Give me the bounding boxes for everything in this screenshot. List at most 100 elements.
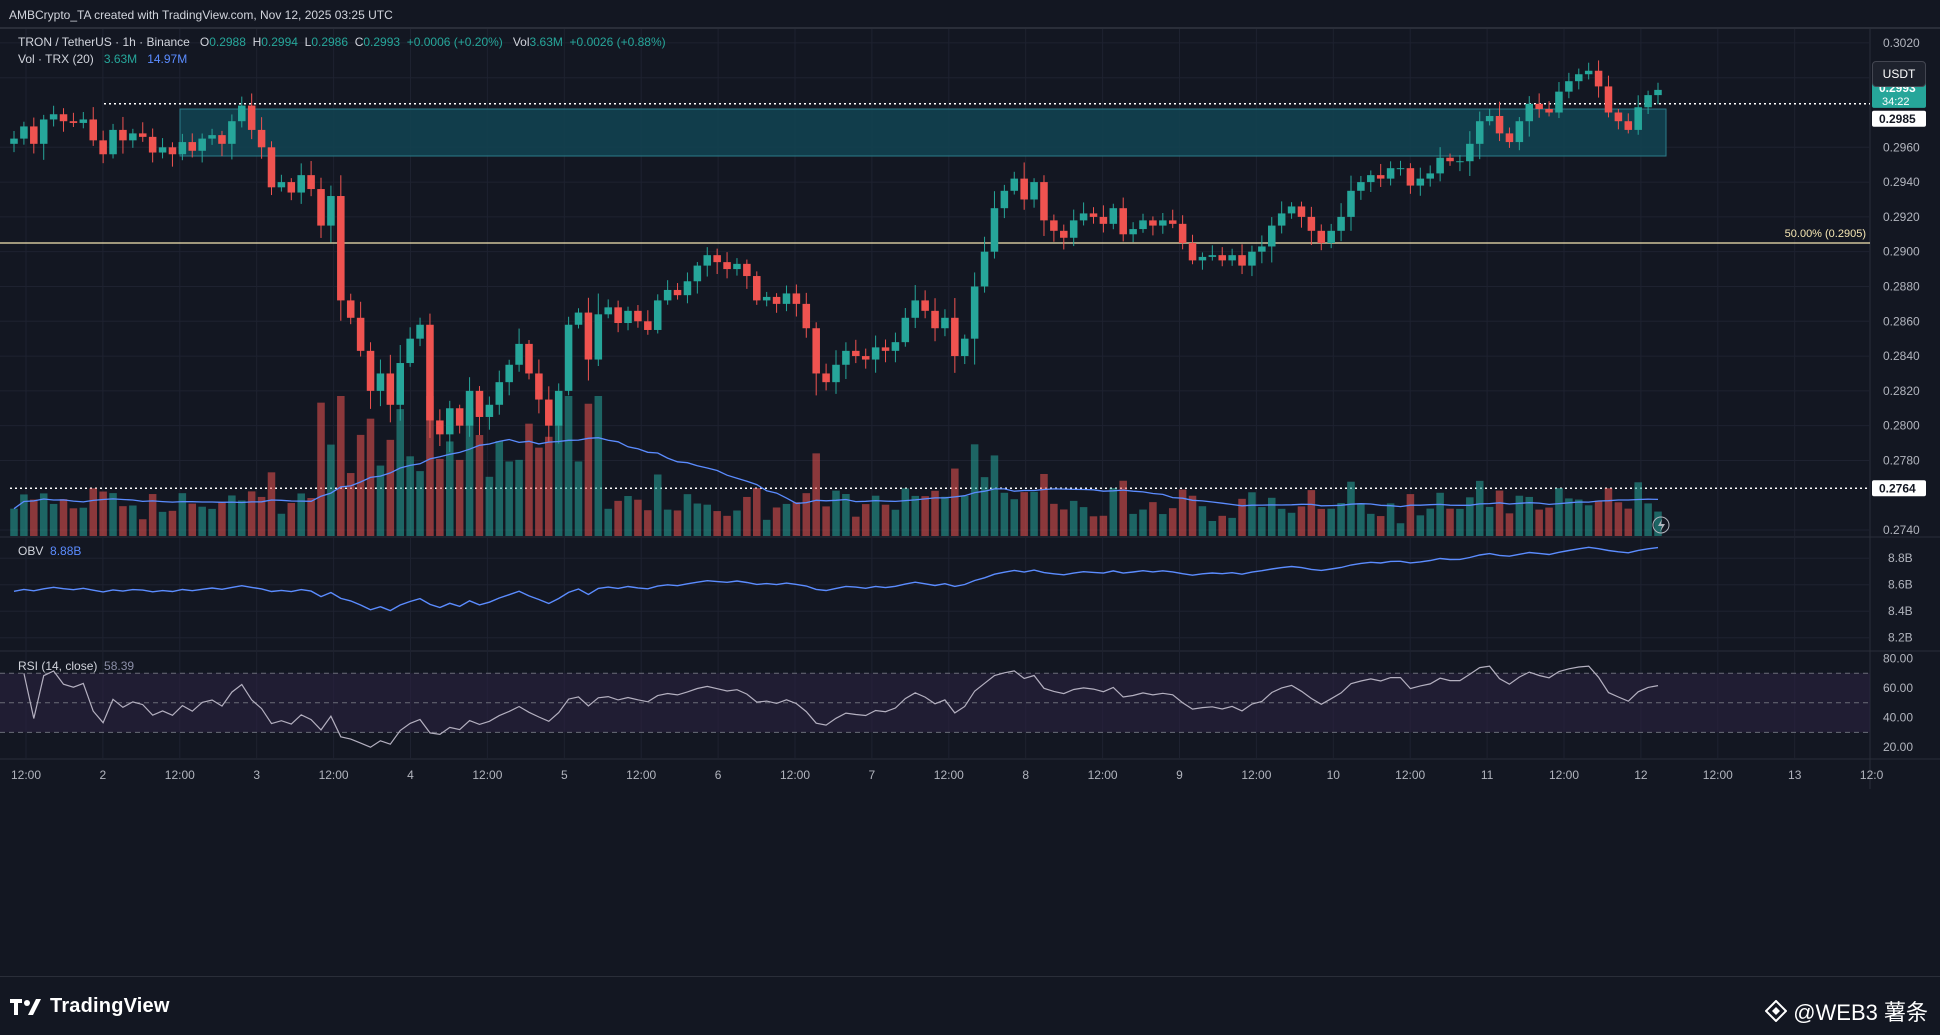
rsi-tick-label: 20.00 [1883, 740, 1913, 754]
volume-bar [10, 508, 18, 536]
candle-down [881, 347, 890, 351]
price-tick-label: 0.2960 [1883, 140, 1920, 154]
volume-bar [1188, 495, 1197, 536]
volume-bar [1367, 513, 1375, 536]
volume-bar [545, 436, 553, 536]
candle-down [89, 119, 97, 141]
candle-up [515, 343, 523, 365]
volume-bar [1050, 503, 1058, 536]
candle-down [753, 276, 761, 301]
candle-up [980, 251, 989, 287]
candle-down [1614, 112, 1623, 122]
volume-bar [673, 510, 682, 536]
chart-svg[interactable]: 12:00 2 12:00 3 12:00 4 12:00 5 12:00 6 12:00 7 12:0… [0, 29, 1940, 977]
vol-ma-value: 14.97M [147, 52, 188, 66]
price-tick-label: 0.2860 [1883, 314, 1920, 328]
candle-up [782, 293, 791, 304]
volume-bar [426, 396, 434, 536]
volume-bar [1515, 495, 1524, 536]
time-tick-label: 3 [253, 768, 260, 782]
candle-up [564, 324, 573, 391]
time-tick-label: 12:00 [165, 768, 195, 782]
candle-up [901, 317, 910, 343]
volume-bar [1466, 497, 1474, 536]
volume-bar [683, 494, 692, 536]
volume-bar [1109, 488, 1118, 536]
low-value: 0.2986 [311, 35, 349, 49]
candle-up [960, 338, 969, 357]
candle-up [505, 364, 513, 383]
time-tick-label: 12:00 [780, 768, 810, 782]
volume-bar [1248, 492, 1256, 536]
volume-bar [158, 511, 167, 536]
unit-badge[interactable]: USDT [1872, 61, 1926, 87]
volume-bar [109, 493, 117, 536]
volume-bar [396, 409, 405, 536]
volume-bar [614, 500, 622, 536]
rsi-tick-label: 80.00 [1883, 651, 1913, 665]
high-label: H [252, 35, 262, 49]
candle-down [119, 129, 127, 141]
candle-up [10, 138, 18, 144]
candle-down [535, 373, 543, 400]
volume-bar [1030, 491, 1038, 536]
volume-bar [69, 508, 78, 536]
volume-bar [881, 504, 890, 536]
candle-down [723, 262, 731, 270]
volume-bar [238, 500, 246, 536]
volume-bar [703, 504, 712, 536]
countdown-label: 34:22 [1882, 96, 1910, 108]
volume-bar [980, 477, 989, 536]
volume-bar [188, 503, 197, 536]
volume-bar [1149, 502, 1157, 536]
candle-up [485, 404, 494, 417]
candle-down [584, 312, 593, 360]
volume-bar [1575, 499, 1583, 536]
candle-down [1535, 103, 1543, 110]
time-tick-label: 12 [1634, 768, 1648, 782]
candle-down [852, 350, 860, 357]
candle-up [1475, 121, 1484, 144]
lightning-icon-bolt [1658, 519, 1665, 532]
obv-tick-label: 8.6B [1888, 578, 1913, 592]
candle-down [802, 303, 811, 329]
obv-label: OBV [18, 544, 44, 558]
volume-bar [198, 506, 206, 536]
volume-bar [267, 472, 276, 536]
volume-bar [436, 458, 444, 536]
chart-area[interactable]: 12:00 2 12:00 3 12:00 4 12:00 5 12:00 6 12:00 7 12:0… [0, 28, 1940, 976]
volume-bar [465, 408, 474, 536]
volume-bar [317, 402, 325, 536]
price-legend: TRON / TetherUS · 1h · Binance O0.2988 H… [18, 35, 666, 49]
volume-bar [822, 506, 830, 536]
time-tick-label: 6 [715, 768, 722, 782]
candle-down [743, 263, 751, 277]
high-value: 0.2994 [261, 35, 298, 49]
volume-bar [1129, 513, 1137, 536]
close-value: 0.2993 [363, 35, 401, 49]
candle-down [59, 114, 68, 122]
tradingview-logo: TradingView [10, 995, 170, 1018]
candle-down [69, 121, 78, 123]
candle-down [455, 408, 464, 426]
volume-bar [1327, 508, 1335, 536]
candle-down [1238, 255, 1246, 266]
volume-bar [257, 496, 266, 536]
volume-bar [1565, 498, 1573, 536]
volume-bar [1228, 517, 1236, 536]
volume-bar [1099, 515, 1108, 536]
candle-down [812, 328, 820, 374]
volume-bar [307, 498, 315, 536]
volume-bar [1485, 506, 1494, 536]
candle-down [218, 135, 226, 144]
volume-bar [1337, 503, 1345, 536]
candle-up [1416, 178, 1425, 186]
volume-bar [535, 447, 543, 536]
resistance-price-label: 0.2985 [1879, 112, 1916, 126]
watermark: @WEB3 薯条 [1765, 995, 1928, 1027]
time-tick-label: 12:00 [11, 768, 41, 782]
candle-up [1584, 70, 1593, 75]
candle-down [1178, 223, 1187, 243]
candle-up [1466, 143, 1474, 162]
volume-bar [356, 434, 365, 536]
